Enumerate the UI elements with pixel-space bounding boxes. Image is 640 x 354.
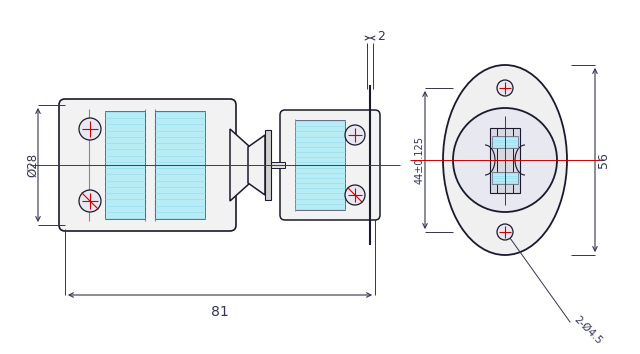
- Polygon shape: [230, 129, 250, 201]
- Text: Ø28: Ø28: [26, 153, 40, 177]
- Circle shape: [79, 190, 101, 212]
- FancyBboxPatch shape: [59, 99, 236, 231]
- Text: 2-Ø4.5: 2-Ø4.5: [572, 314, 604, 346]
- Text: 44±0.125: 44±0.125: [415, 136, 425, 184]
- Circle shape: [345, 185, 365, 205]
- Text: 56: 56: [596, 152, 609, 168]
- Text: 2: 2: [377, 29, 385, 42]
- Text: 81: 81: [211, 305, 229, 319]
- Bar: [265, 130, 271, 200]
- Polygon shape: [248, 135, 265, 195]
- Circle shape: [345, 125, 365, 145]
- Bar: [271, 162, 285, 168]
- Bar: [155, 111, 205, 219]
- Bar: [105, 111, 145, 219]
- Bar: [490, 127, 520, 193]
- Bar: [492, 172, 518, 184]
- FancyBboxPatch shape: [280, 110, 380, 220]
- Circle shape: [79, 118, 101, 140]
- Bar: [492, 136, 518, 148]
- Circle shape: [497, 224, 513, 240]
- Circle shape: [453, 108, 557, 212]
- Circle shape: [497, 80, 513, 96]
- Ellipse shape: [443, 65, 567, 255]
- Bar: [295, 120, 345, 210]
